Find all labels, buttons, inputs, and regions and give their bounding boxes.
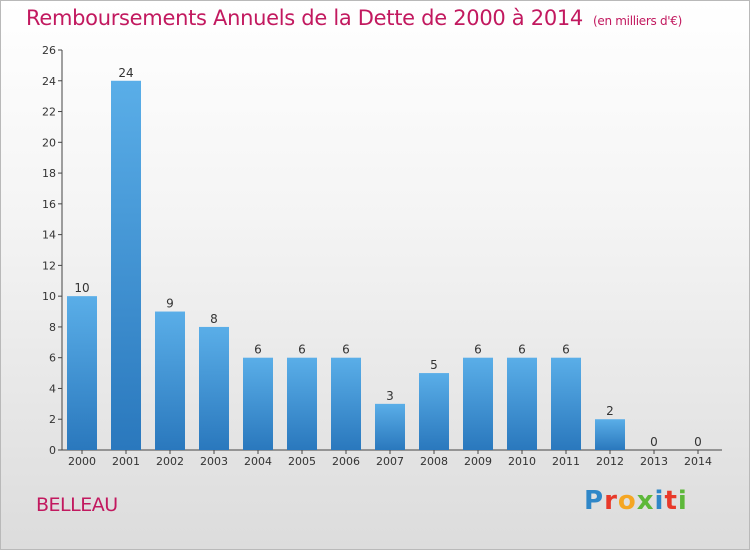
data-label-2011: 6 [562,343,570,357]
data-label-2009: 6 [474,343,482,357]
x-tick-label-2008: 2008 [420,455,448,468]
y-tick-label: 14 [42,229,56,242]
chart-title-text: Remboursements Annuels de la Dette de 20… [26,6,583,30]
data-label-2014: 0 [694,435,702,449]
y-tick-label: 24 [42,75,56,88]
bar-2008 [419,373,449,450]
x-tick-label-2007: 2007 [376,455,404,468]
x-tick-label-2010: 2010 [508,455,536,468]
x-tick-label-2003: 2003 [200,455,228,468]
y-tick-label: 22 [42,106,56,119]
bar-2005 [287,357,317,450]
data-label-2013: 0 [650,435,658,449]
x-tick-label-2013: 2013 [640,455,668,468]
x-tick-label-2014: 2014 [684,455,712,468]
x-tick-label-2004: 2004 [244,455,272,468]
data-label-2008: 5 [430,358,438,372]
x-tick-label-2011: 2011 [552,455,580,468]
logo-letter: i [654,486,665,516]
bar-2003 [199,326,229,450]
y-tick-label: 20 [42,136,56,149]
x-tick-label-2005: 2005 [288,455,316,468]
bar-2004 [243,357,273,450]
data-label-2012: 2 [606,404,614,418]
data-label-2005: 6 [298,343,306,357]
data-label-2003: 8 [210,312,218,326]
data-label-2006: 6 [342,343,350,357]
bar-2010 [507,357,537,450]
bar-2011 [551,357,581,450]
y-tick-label: 2 [49,413,56,426]
logo-letter: t [664,486,678,516]
data-label-2001: 24 [118,66,133,80]
y-tick-label: 26 [42,44,56,57]
x-tick-label-2002: 2002 [156,455,184,468]
data-label-2010: 6 [518,343,526,357]
x-tick-label-2000: 2000 [68,455,96,468]
data-label-2000: 10 [74,281,89,295]
bar-2001 [111,80,141,451]
chart-title: Remboursements Annuels de la Dette de 20… [26,6,682,30]
bar-2012 [595,419,625,450]
bar-2000 [67,296,97,450]
chart-unit: (en milliers d'€) [593,14,683,28]
logo-letter: x [636,486,655,516]
x-tick-label-2009: 2009 [464,455,492,468]
y-tick-label: 18 [42,167,56,180]
data-label-2002: 9 [166,297,174,311]
logo-letter: r [604,486,618,516]
x-tick-label-2001: 2001 [112,455,140,468]
x-tick-label-2006: 2006 [332,455,360,468]
y-tick-label: 6 [49,352,56,365]
data-label-2007: 3 [386,389,394,403]
bar-2002 [155,311,185,450]
bar-2006 [331,357,361,450]
bar-2007 [375,403,405,450]
y-tick-label: 4 [49,382,56,395]
y-tick-label: 0 [49,444,56,457]
y-tick-label: 12 [42,259,56,272]
proxiti-logo: Proxiti [584,486,688,516]
logo-letter: P [584,486,605,516]
bar-2009 [463,357,493,450]
data-label-2004: 6 [254,343,262,357]
y-tick-label: 8 [49,321,56,334]
logo-letter: i [677,486,688,516]
y-tick-label: 16 [42,198,56,211]
y-tick-label: 10 [42,290,56,303]
commune-name: BELLEAU [36,494,118,516]
logo-letter: o [617,486,637,516]
x-tick-label-2012: 2012 [596,455,624,468]
